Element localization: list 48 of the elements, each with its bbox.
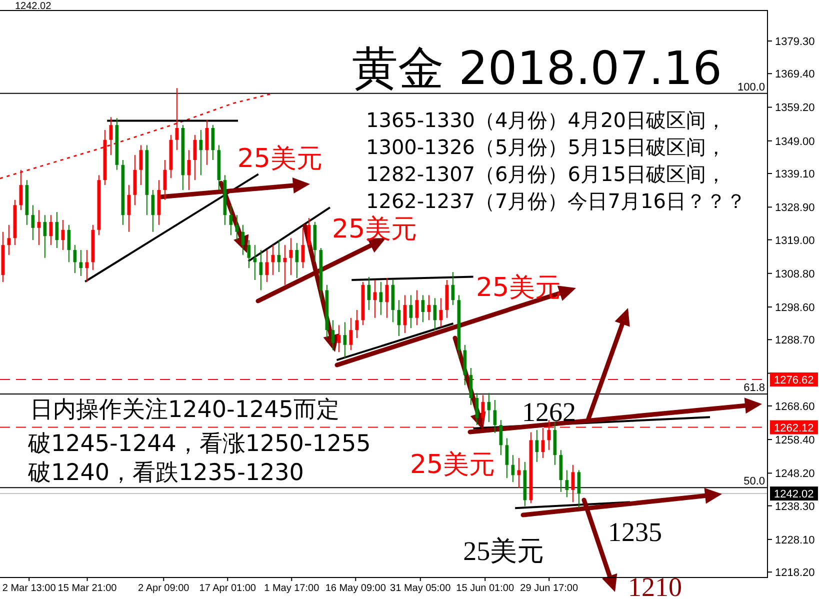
x-tick-label: 1 May 17:00 [264,583,320,594]
ref-line-label: 1276.62 [774,374,814,386]
x-tick-label: 2 Apr 09:00 [138,583,190,594]
y-tick-label: 1369.40 [775,68,815,81]
annotation: 1262 [522,397,576,427]
annotation: 1210 [628,572,682,599]
y-tick-label: 1328.90 [775,202,815,214]
text: 黄金 2018.07.16 [352,41,722,95]
y-tick-label: 1308.80 [775,268,815,280]
ref-line-label: 1262.12 [774,422,814,434]
y-tick-label: 1258.40 [775,434,815,447]
annotation: 1235 [608,517,662,547]
annotation: 破1245-1244，看涨1250-1255 [27,431,371,457]
annotation: 1282-1307（6月份）6月15日破区间， [366,162,726,186]
x-tick-label: 29 Jun 17:00 [520,583,578,594]
annotation: 25美元 [237,144,322,174]
annotation: 1300-1326（5月份）5月15日破区间， [366,135,726,159]
x-tick-label: 15 Mar 21:00 [58,583,118,594]
y-tick-label: 1228.10 [775,534,815,546]
y-tick-label: 1218.20 [775,567,815,580]
ref-line-label: 1242.02 [774,488,814,501]
x-tick-label: 16 May 09:00 [325,583,386,594]
y-tick-label: 1339.10 [775,168,815,181]
y-tick-label: 1359.20 [775,102,815,114]
annotation: 1242.02 [15,1,52,12]
annotation: 61.8 [744,382,765,394]
annotation: 25美元 [476,273,562,303]
x-tick-label: 17 Apr 01:00 [199,583,256,594]
annotation: 25美元 [332,214,418,244]
y-tick-label: 1248.20 [775,468,815,480]
annotation: 25美元 [463,536,544,566]
annotation: 1262-1237（7月份）今日7月16日？？？ [366,189,746,213]
annotation: 破1240，看跌1235-1230 [27,460,304,486]
x-tick-label: 15 Jun 01:00 [456,583,514,594]
annotation: 50.0 [744,476,765,488]
x-tick-label: 2 Mar 13:00 [2,583,56,594]
x-tick-label: 31 May 05:00 [390,583,452,594]
annotation: 25美元 [410,450,496,480]
y-tick-label: 1379.30 [775,36,815,48]
annotation: 100.0 [737,81,765,94]
y-tick-label: 1319.00 [775,234,815,247]
y-tick-label: 1288.70 [775,334,815,347]
y-tick-label: 1268.60 [775,400,815,413]
annotation: 1365-1330（4月份）4月20日破区间， [366,108,726,132]
y-tick-label: 1349.00 [775,136,815,148]
y-tick-label: 1238.30 [775,500,815,513]
y-tick-label: 1298.60 [775,302,815,314]
annotation: 日内操作关注1240-1245而定 [30,397,340,423]
